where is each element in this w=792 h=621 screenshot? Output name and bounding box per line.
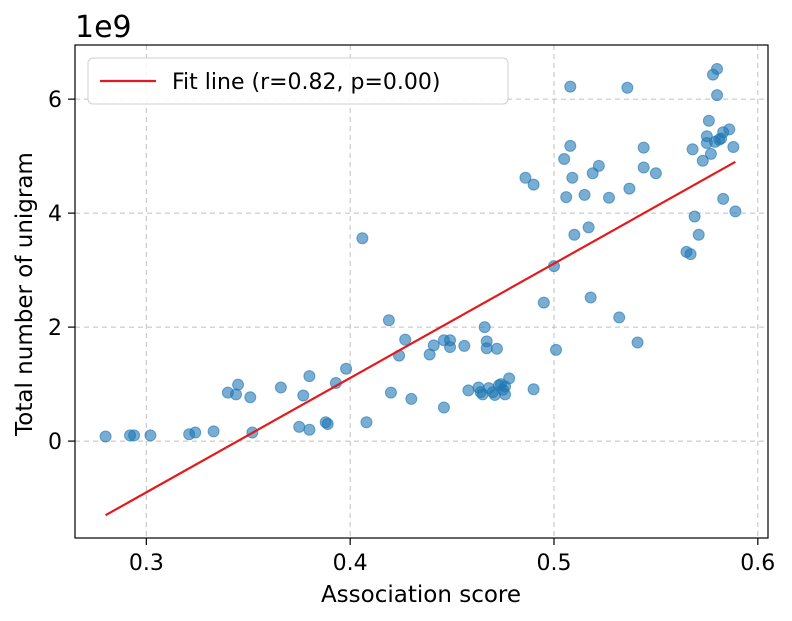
data-point bbox=[189, 426, 202, 439]
data-point bbox=[566, 171, 579, 184]
data-point bbox=[729, 205, 742, 218]
data-point bbox=[499, 388, 512, 401]
legend-fit-line-label: Fit line (r=0.82, p=0.00) bbox=[172, 70, 440, 95]
data-point bbox=[340, 362, 353, 375]
data-point bbox=[503, 372, 516, 385]
data-point bbox=[727, 141, 740, 154]
data-point bbox=[613, 311, 626, 324]
data-point bbox=[519, 171, 532, 184]
data-point bbox=[684, 248, 697, 261]
data-point bbox=[303, 423, 316, 436]
data-point bbox=[458, 339, 471, 352]
x-tick-label: 0.3 bbox=[129, 551, 164, 576]
data-point bbox=[704, 147, 717, 160]
data-point bbox=[490, 342, 503, 355]
data-point bbox=[582, 221, 595, 234]
data-point bbox=[564, 139, 577, 152]
data-point bbox=[444, 341, 457, 354]
y-tick-label: 2 bbox=[48, 316, 62, 341]
data-point bbox=[621, 81, 634, 94]
data-point bbox=[560, 191, 573, 204]
y-axis-label: Total number of unigram bbox=[12, 152, 38, 437]
data-point bbox=[293, 420, 306, 433]
data-point bbox=[717, 192, 730, 205]
x-tick-label: 0.4 bbox=[333, 551, 368, 576]
data-point bbox=[686, 143, 699, 156]
data-point bbox=[603, 191, 616, 204]
y-tick-label: 0 bbox=[48, 430, 62, 455]
y-tick-label: 4 bbox=[48, 202, 62, 227]
data-point bbox=[356, 232, 369, 245]
data-point bbox=[462, 384, 475, 397]
data-point bbox=[230, 388, 243, 401]
data-point bbox=[244, 391, 257, 404]
legend-box bbox=[87, 57, 509, 105]
data-point bbox=[232, 378, 245, 391]
y-offset-label: 1e9 bbox=[75, 10, 132, 45]
data-point bbox=[692, 228, 705, 241]
data-point bbox=[527, 383, 540, 396]
data-point bbox=[637, 161, 650, 174]
data-point bbox=[427, 339, 440, 352]
x-tick-label: 0.6 bbox=[740, 551, 775, 576]
data-point bbox=[207, 425, 220, 438]
data-point bbox=[631, 336, 644, 349]
scatter-points bbox=[99, 62, 742, 443]
data-point bbox=[550, 343, 563, 356]
x-axis-label: Association score bbox=[321, 582, 521, 608]
data-point bbox=[637, 141, 650, 154]
data-point bbox=[578, 188, 591, 201]
legend: Fit line (r=0.82, p=0.00) bbox=[87, 57, 509, 105]
data-point bbox=[478, 321, 491, 334]
data-point bbox=[649, 167, 662, 180]
data-point bbox=[527, 178, 540, 191]
data-point bbox=[321, 418, 334, 431]
data-point bbox=[303, 370, 316, 383]
data-point bbox=[384, 386, 397, 399]
grid bbox=[75, 45, 768, 538]
data-point bbox=[568, 228, 581, 241]
data-point bbox=[360, 416, 373, 429]
data-point bbox=[128, 429, 141, 442]
data-point bbox=[584, 291, 597, 304]
data-point bbox=[688, 210, 701, 223]
axis-ticks: 0.3 0.4 0.5 0.6 0 2 4 6 bbox=[48, 88, 775, 576]
data-point bbox=[623, 182, 636, 195]
data-point bbox=[702, 114, 715, 127]
data-point bbox=[399, 333, 412, 346]
fit-line bbox=[105, 160, 736, 517]
data-point bbox=[711, 89, 724, 102]
y-tick-label: 6 bbox=[48, 88, 62, 113]
data-point bbox=[723, 123, 736, 136]
data-point bbox=[405, 392, 418, 405]
data-point bbox=[537, 296, 550, 309]
data-point bbox=[99, 430, 112, 443]
x-tick-label: 0.5 bbox=[536, 551, 571, 576]
data-point bbox=[711, 62, 724, 75]
data-point bbox=[297, 389, 310, 402]
data-point bbox=[558, 152, 571, 165]
data-point bbox=[437, 401, 450, 414]
data-point bbox=[480, 342, 493, 355]
data-point bbox=[592, 159, 605, 172]
data-point bbox=[274, 381, 287, 394]
data-point bbox=[564, 80, 577, 93]
data-point bbox=[696, 154, 709, 167]
data-point bbox=[382, 314, 395, 327]
plot-frame bbox=[74, 44, 769, 539]
data-point bbox=[144, 429, 157, 442]
